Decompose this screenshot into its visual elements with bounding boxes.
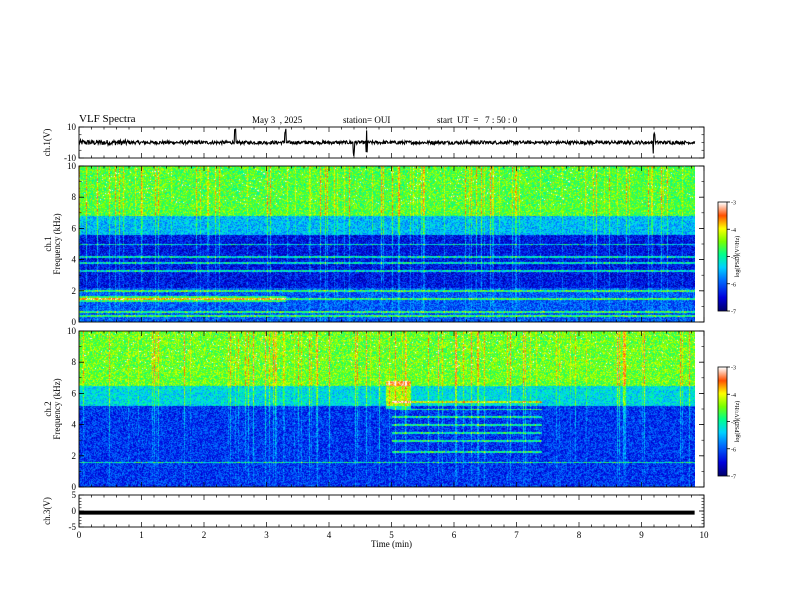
ch1-spectrogram-ytick-label: 6 xyxy=(72,223,77,233)
ch2-spectrogram-ytick-label: 0 xyxy=(72,482,77,492)
ch2-spectrogram-ylabel-channel: ch.2 xyxy=(43,401,53,416)
ch1-waveform-line xyxy=(78,128,696,157)
x-tick-label: 1 xyxy=(139,530,144,540)
x-tick-label: 5 xyxy=(389,530,394,540)
x-tick-label: 9 xyxy=(639,530,644,540)
figure-title: VLF Spectra xyxy=(79,113,136,125)
ch1-spectrogram-ytick-label: 4 xyxy=(72,255,77,265)
station-label: station= OUI xyxy=(343,115,391,125)
ch2-colorbar xyxy=(718,367,727,476)
ch2-spectrogram-ytick-label: 10 xyxy=(67,326,77,336)
x-tick-label: 3 xyxy=(264,530,269,540)
x-tick-label: 4 xyxy=(327,530,332,540)
x-tick-label: 2 xyxy=(202,530,207,540)
ch1-spectrogram-ylabel-freq: Frequency (kHz) xyxy=(52,213,62,274)
x-tick-label: 7 xyxy=(514,530,519,540)
ch1-colorbar-tick-label: -4 xyxy=(731,228,736,234)
ch1-spectrogram-image xyxy=(79,166,695,322)
ch2-spectrogram-ytick-label: 6 xyxy=(72,388,77,398)
ch2-spectrogram-ytick-label: 4 xyxy=(72,420,77,430)
ch1-colorbar-tick-label: -3 xyxy=(731,201,736,207)
ch2-spectrogram-image xyxy=(79,331,695,487)
x-tick-label: 10 xyxy=(700,530,710,540)
ch1-waveform-ylabel: ch.1(V) xyxy=(42,129,52,157)
ch2-colorbar-tick-label: -7 xyxy=(731,475,736,481)
ch1-colorbar-tick-label: -6 xyxy=(731,282,736,288)
x-tick-label: 8 xyxy=(577,530,582,540)
ch1-colorbar-tick-label: -7 xyxy=(731,310,736,316)
ch1-colorbar xyxy=(718,202,727,311)
ch2-spectrogram-ytick-label: 2 xyxy=(72,451,77,461)
x-tick-label: 6 xyxy=(452,530,457,540)
x-tick-label: 0 xyxy=(77,530,82,540)
ch2-spectrogram-ytick-label: 8 xyxy=(72,357,77,367)
ch1-waveform-ytick-label: -10 xyxy=(64,153,76,163)
ch2-colorbar-tick-label: -6 xyxy=(731,447,736,453)
x-axis-label: Time (min) xyxy=(371,539,412,549)
ch1-spectrogram-ylabel-channel: ch.1 xyxy=(43,236,53,251)
ch2-colorbar-tick-label: -5 xyxy=(731,420,736,426)
ch1-waveform-ytick-label: 10 xyxy=(67,122,77,132)
ch3-waveform-ytick-label: 0 xyxy=(72,506,77,516)
ch1-colorbar-label: log(PSD)(V²/Hz) xyxy=(734,236,741,277)
ch1-spectrogram-ytick-label: 8 xyxy=(72,192,77,202)
ch2-spectrogram-ylabel-freq: Frequency (kHz) xyxy=(52,378,62,439)
ch2-colorbar-tick-label: -3 xyxy=(731,366,736,372)
date-label: May 3 , 2025 xyxy=(252,115,303,125)
ch3-waveform-ylabel: ch.3(V) xyxy=(42,497,52,525)
ch1-spectrogram-ytick-label: 2 xyxy=(72,286,77,296)
ch2-colorbar-tick-label: -4 xyxy=(731,393,736,399)
ch1-spectrogram-ytick-label: 0 xyxy=(72,317,77,327)
ch1-colorbar-tick-label: -5 xyxy=(731,255,736,261)
ch2-colorbar-label: log(PSD)(V²/Hz) xyxy=(734,401,741,442)
ch3-waveform-ytick-label: 5 xyxy=(72,490,77,500)
ch3-waveform-ytick-label: -5 xyxy=(69,522,77,532)
start-time-label: start UT = 7 : 50 : 0 xyxy=(437,115,518,125)
ch1-spectrogram-ytick-label: 10 xyxy=(67,161,77,171)
